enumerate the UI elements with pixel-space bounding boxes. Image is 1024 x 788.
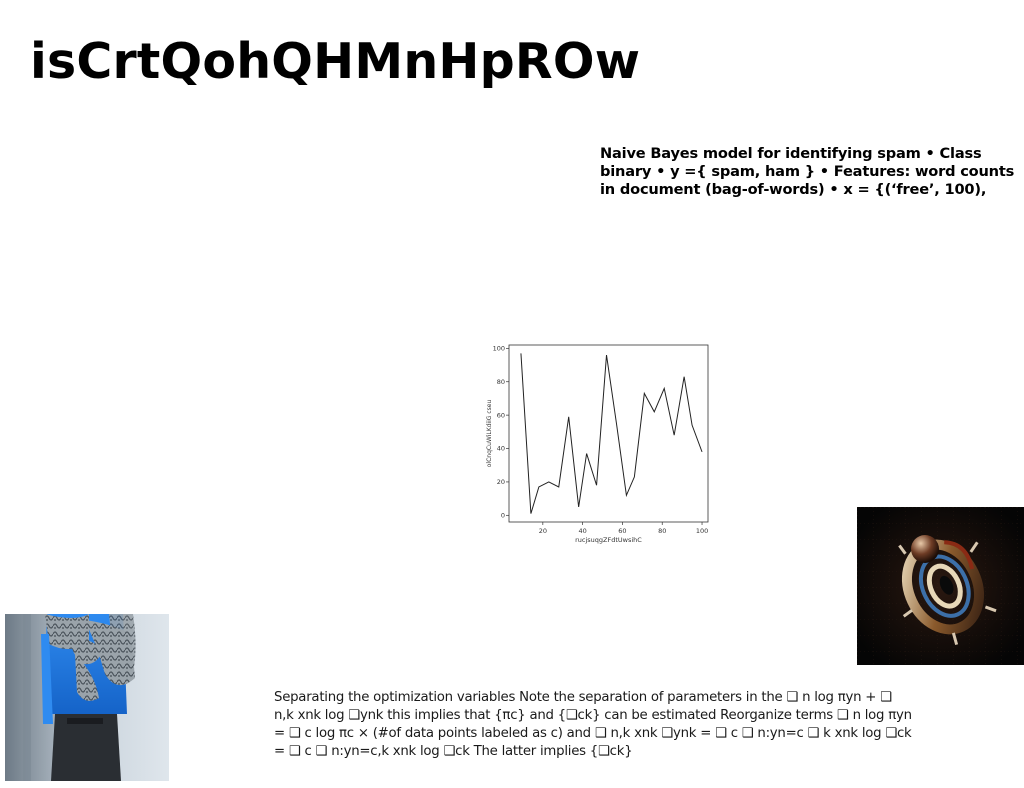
y-tick-label: 80 (497, 378, 505, 386)
y-tick-label: 0 (501, 512, 505, 520)
line-chart: 20 40 60 80 100 0 20 40 60 80 100 rucjsuqgZFdtUwsih… (480, 340, 715, 550)
body-text: Separating the optimization variables No… (274, 690, 912, 759)
y-axis-label: olCnqCuWiLKdiiG cseu (486, 400, 493, 468)
plot-frame (508, 344, 709, 523)
x-tick-label: 20 (539, 527, 547, 535)
x-tick-label: 100 (696, 527, 708, 535)
people-embracing-image (5, 614, 169, 781)
summary-text: Naive Bayes model for identifying spam •… (600, 145, 1015, 198)
metal-sculpture-image (857, 507, 1024, 665)
series-line (520, 353, 703, 514)
tattooed-people-photo (5, 614, 169, 781)
page-title: isCrtQohQHMnHpROw (30, 33, 641, 90)
line-chart-svg: 20 40 60 80 100 0 20 40 60 80 100 rucjsuqgZFdtUwsih… (486, 344, 709, 544)
x-axis-label: rucjsuqgZFdtUwsihC (575, 536, 642, 544)
x-tick-label: 80 (658, 527, 666, 535)
y-tick-label: 20 (497, 478, 505, 486)
dark-abstract-photo (857, 507, 1024, 665)
x-tick-label: 60 (618, 527, 626, 535)
y-tick-label: 100 (493, 345, 505, 353)
y-tick-label: 40 (497, 445, 505, 453)
y-tick-label: 60 (497, 411, 505, 419)
x-tick-label: 40 (578, 527, 586, 535)
